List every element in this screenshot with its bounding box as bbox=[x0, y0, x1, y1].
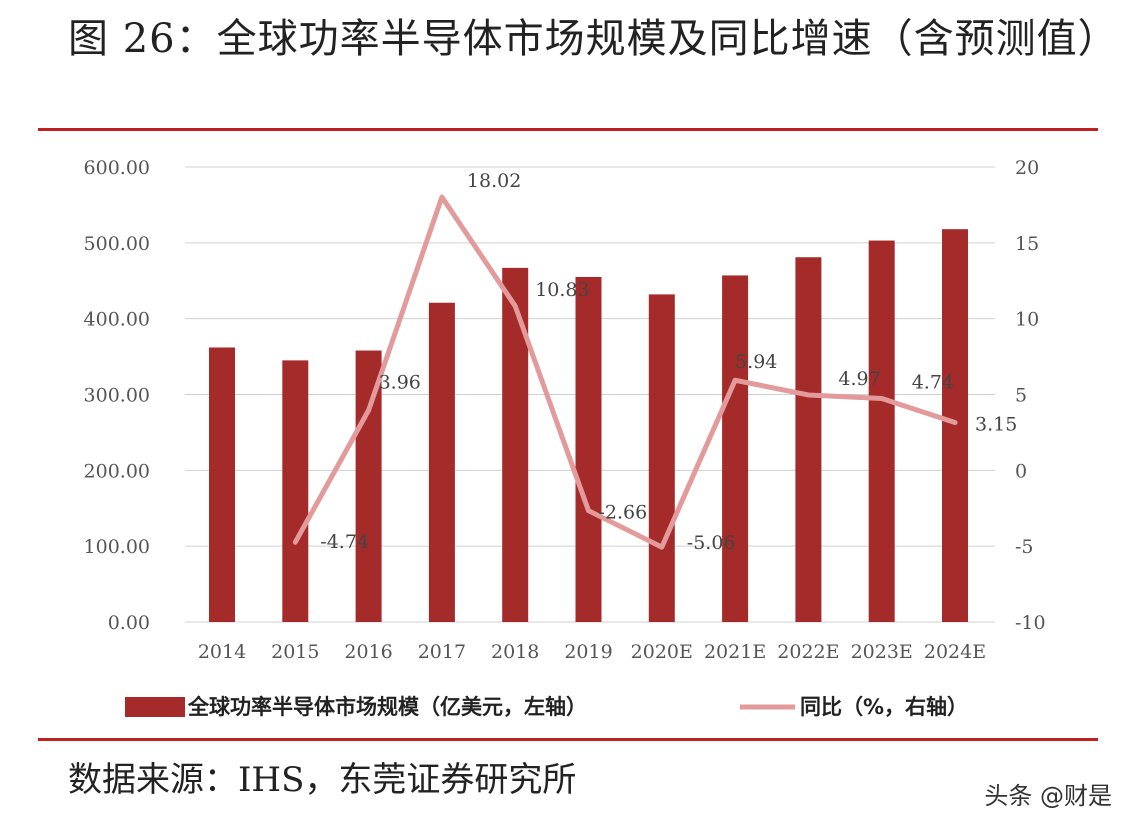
x-tick-label: 2020E bbox=[631, 641, 693, 663]
x-tick-label: 2014 bbox=[198, 641, 246, 663]
x-tick-label: 2016 bbox=[344, 641, 392, 663]
x-tick-label: 2023E bbox=[851, 641, 913, 663]
right-tick-label: 0 bbox=[1015, 460, 1027, 482]
data-label: 5.94 bbox=[735, 351, 777, 373]
left-tick-label: 200.00 bbox=[84, 460, 150, 482]
data-label: 18.02 bbox=[467, 170, 521, 192]
bar bbox=[942, 229, 968, 622]
right-tick-label: -5 bbox=[1015, 536, 1034, 558]
bar bbox=[575, 276, 602, 622]
right-tick-label: 5 bbox=[1015, 385, 1027, 407]
left-tick-label: 600.00 bbox=[84, 157, 150, 179]
x-tick-label: 2022E bbox=[777, 641, 839, 663]
data-label: 10.83 bbox=[535, 279, 589, 301]
x-tick-label: 2024E bbox=[924, 641, 986, 663]
bar bbox=[868, 240, 895, 622]
x-tick-label: 2017 bbox=[418, 641, 466, 663]
bar bbox=[795, 257, 822, 622]
left-tick-label: 300.00 bbox=[84, 385, 150, 407]
left-tick-label: 100.00 bbox=[84, 536, 150, 558]
bottom-rule bbox=[38, 738, 1098, 741]
bar bbox=[428, 302, 455, 622]
source-note: 数据来源：IHS，东莞证券研究所 bbox=[68, 760, 577, 800]
bar bbox=[722, 275, 749, 622]
growth-line bbox=[292, 194, 958, 550]
legend-bar-swatch bbox=[125, 697, 185, 717]
bar bbox=[209, 347, 235, 622]
data-label: 3.15 bbox=[975, 414, 1017, 436]
left-tick-label: 400.00 bbox=[84, 309, 150, 331]
left-tick-label: 0.00 bbox=[108, 612, 150, 634]
x-tick-label: 2018 bbox=[491, 641, 539, 663]
data-label: 3.96 bbox=[379, 371, 421, 393]
right-tick-label: 10 bbox=[1015, 309, 1039, 331]
data-label: 4.97 bbox=[838, 368, 880, 390]
legend-bar-label: 全球功率半导体市场规模（亿美元，左轴） bbox=[187, 695, 587, 719]
right-tick-label: 20 bbox=[1015, 157, 1039, 179]
bar bbox=[648, 294, 675, 622]
bar bbox=[355, 350, 382, 622]
data-label: -2.66 bbox=[599, 502, 648, 524]
data-label: 4.74 bbox=[912, 371, 954, 393]
data-label: -4.74 bbox=[320, 531, 369, 553]
bar bbox=[502, 267, 529, 622]
right-tick-label: 15 bbox=[1015, 233, 1039, 255]
top-rule bbox=[38, 128, 1098, 131]
x-tick-label: 2019 bbox=[564, 641, 612, 663]
right-tick-label: -10 bbox=[1015, 612, 1046, 634]
x-tick-label: 2015 bbox=[271, 641, 319, 663]
chart-title: 图 26：全球功率半导体市场规模及同比增速（含预测值） bbox=[68, 16, 1119, 62]
left-tick-label: 500.00 bbox=[84, 233, 150, 255]
watermark: 头条 @财是 bbox=[984, 782, 1112, 810]
bar bbox=[282, 360, 309, 622]
x-tick-label: 2021E bbox=[704, 641, 766, 663]
data-label: -5.06 bbox=[687, 532, 736, 554]
legend-line-label: 同比（%，右轴） bbox=[800, 695, 968, 719]
